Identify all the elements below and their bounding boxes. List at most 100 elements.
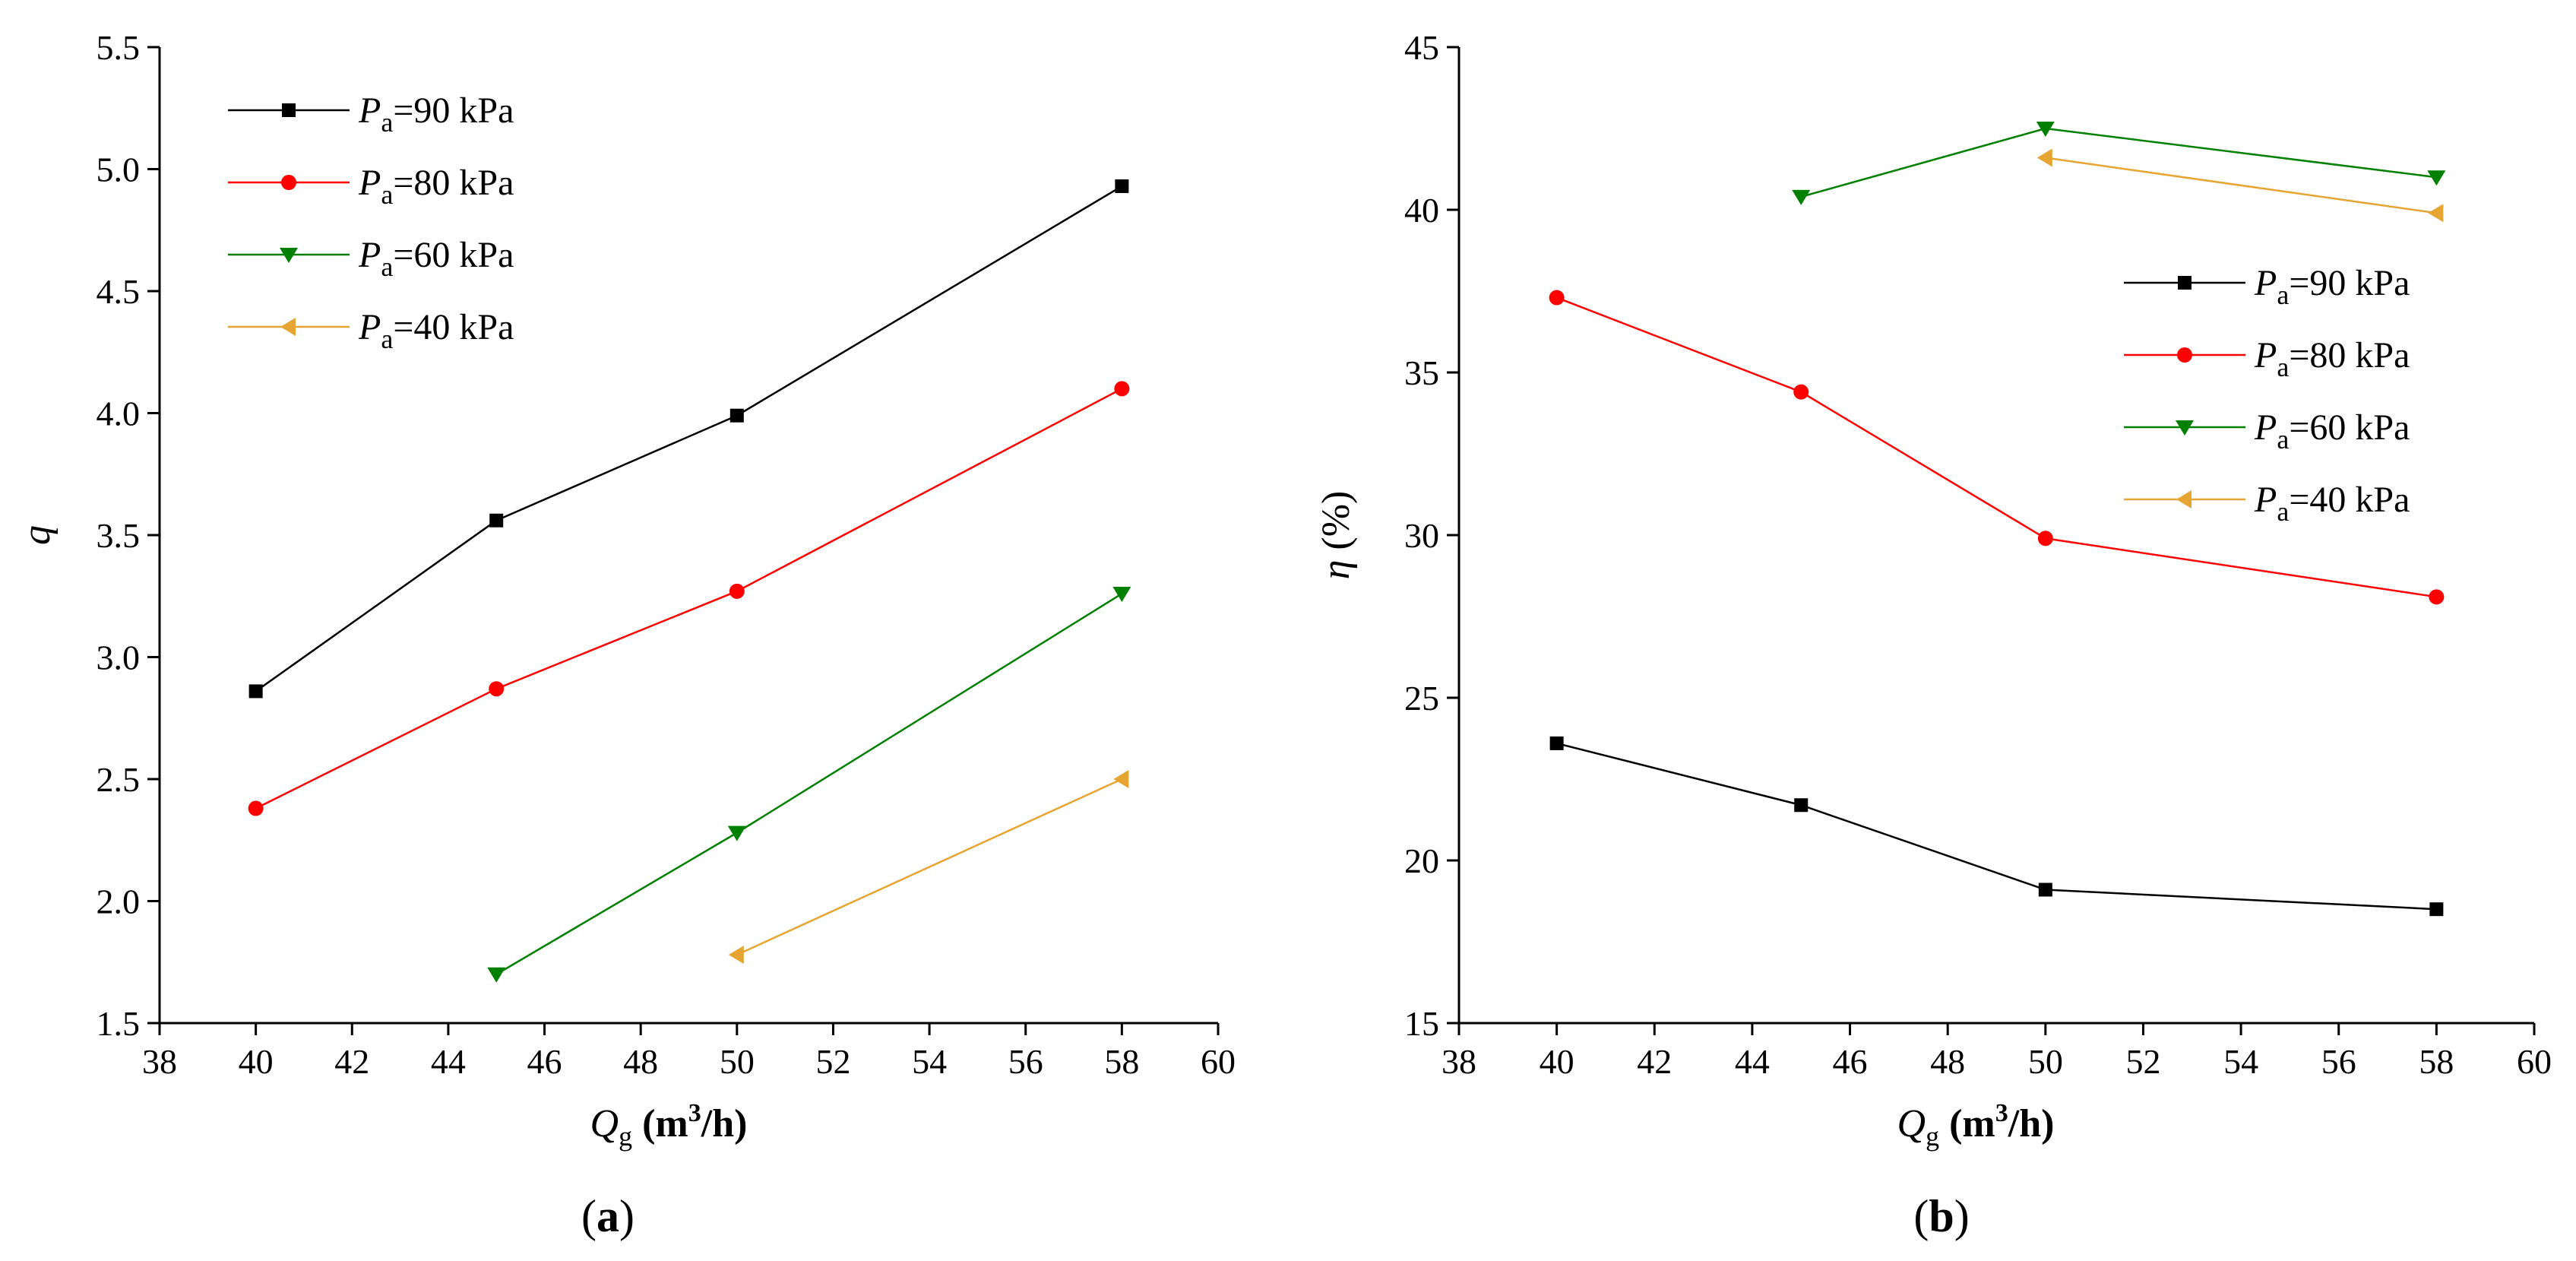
y-tick-label: 25: [1404, 679, 1439, 718]
legend-item: Pa=90 kPa: [228, 90, 514, 138]
data-point: [489, 681, 505, 697]
legend: Pa=90 kPa Pa=80 kPa Pa=60 kPa Pa=40 kPa: [228, 90, 514, 354]
legend-item: Pa=40 kPa: [2124, 480, 2410, 527]
data-point: [2038, 882, 2052, 897]
legend-label: Pa=60 kPa: [358, 235, 514, 282]
legend-label: Pa=90 kPa: [358, 90, 514, 138]
x-tick-label: 40: [239, 1042, 274, 1081]
series-1: [248, 381, 1130, 816]
panel-label: (b): [1913, 1191, 1969, 1241]
legend-label: Pa=40 kPa: [2254, 480, 2410, 527]
series-2: [1792, 122, 2446, 205]
data-point: [2037, 531, 2053, 547]
x-tick-label: 52: [2125, 1042, 2160, 1081]
x-axis-title: Qg (m3/h): [1897, 1099, 2055, 1152]
data-point: [1549, 736, 1564, 750]
y-tick-label: 35: [1404, 353, 1439, 392]
data-point: [2429, 589, 2445, 605]
series-1: [1549, 290, 2445, 605]
y-tick-label: 3.5: [97, 516, 141, 555]
data-point: [2429, 902, 2444, 917]
y-axis-title: q: [15, 525, 59, 545]
data-point: [1114, 381, 1130, 397]
x-tick-label: 42: [1637, 1042, 1672, 1081]
series-2: [487, 587, 1131, 983]
data-point: [1792, 189, 1811, 205]
data-point: [1794, 798, 1809, 813]
series-line: [1800, 127, 2437, 198]
data-point: [1113, 770, 1129, 788]
legend-marker: [282, 103, 296, 117]
data-point: [729, 408, 744, 423]
y-tick-label: 4.5: [97, 272, 141, 311]
x-tick-label: 42: [334, 1042, 369, 1081]
legend-marker: [2176, 490, 2191, 509]
legend-marker: [280, 248, 298, 263]
data-point: [1112, 587, 1131, 603]
legend-label: Pa=60 kPa: [2254, 407, 2410, 455]
data-point: [2428, 204, 2444, 223]
panel-label: (a): [581, 1191, 635, 1241]
y-tick-label: 30: [1404, 516, 1439, 555]
x-tick-label: 46: [527, 1042, 562, 1081]
legend-marker: [2176, 420, 2194, 436]
y-tick-label: 5.5: [97, 28, 141, 67]
legend-item: Pa=40 kPa: [228, 307, 514, 354]
legend-item: Pa=80 kPa: [2124, 335, 2410, 382]
legend-label: Pa=80 kPa: [358, 163, 514, 210]
x-tick-label: 50: [720, 1042, 755, 1081]
y-tick-label: 4.0: [97, 394, 141, 433]
legend-item: Pa=80 kPa: [228, 163, 514, 210]
series-line: [255, 388, 1122, 810]
y-tick-label: 15: [1404, 1004, 1439, 1043]
x-axis-title: Qg (m3/h): [590, 1099, 748, 1152]
series-0: [248, 179, 1129, 699]
x-tick-label: 58: [2419, 1042, 2454, 1081]
y-tick-label: 40: [1404, 191, 1439, 230]
x-tick-label: 50: [2028, 1042, 2063, 1081]
x-tick-label: 44: [1735, 1042, 1770, 1081]
series-line: [255, 185, 1123, 692]
x-tick-label: 44: [431, 1042, 466, 1081]
data-point: [729, 583, 745, 599]
x-tick-label: 56: [2321, 1042, 2356, 1081]
y-tick-label: 5.0: [97, 150, 141, 189]
data-point: [1549, 290, 1565, 306]
series-3: [2036, 148, 2444, 223]
data-point: [489, 513, 504, 528]
data-point: [727, 825, 746, 841]
legend-item: Pa=90 kPa: [2124, 263, 2410, 310]
x-tick-label: 38: [142, 1042, 177, 1081]
x-tick-label: 40: [1540, 1042, 1574, 1081]
y-tick-label: 1.5: [97, 1004, 141, 1043]
series-0: [1549, 736, 2444, 917]
legend-item: Pa=60 kPa: [2124, 407, 2410, 455]
x-tick-label: 52: [815, 1042, 850, 1081]
data-point: [728, 946, 744, 965]
x-tick-label: 48: [1930, 1042, 1965, 1081]
series-line: [1556, 296, 2437, 598]
series-3: [728, 770, 1129, 965]
legend-label: Pa=40 kPa: [358, 307, 514, 354]
y-axis-title: η (%): [1315, 491, 1358, 580]
series-line: [2045, 157, 2437, 214]
legend-label: Pa=80 kPa: [2254, 335, 2410, 382]
x-tick-label: 46: [1833, 1042, 1868, 1081]
legend-item: Pa=60 kPa: [228, 235, 514, 282]
data-point: [248, 684, 263, 699]
y-tick-label: 45: [1404, 28, 1439, 67]
data-point: [2427, 170, 2446, 186]
x-tick-label: 54: [2223, 1042, 2258, 1081]
legend-label: Pa=90 kPa: [2254, 263, 2410, 310]
y-tick-label: 2.0: [97, 882, 141, 921]
x-tick-label: 60: [1201, 1042, 1236, 1081]
chart-a: 38 40 42 44 46 48 50 52 54 56 58 60 1.5 2.0 2.5 3.0 3.5 4…: [15, 28, 1236, 1241]
data-point: [2036, 148, 2052, 167]
data-point: [248, 800, 264, 816]
x-tick-label: 54: [912, 1042, 947, 1081]
data-point: [1115, 179, 1129, 193]
y-tick-label: 2.5: [97, 760, 141, 799]
legend-marker: [2178, 276, 2191, 290]
chart-b: 38 40 42 44 46 48 50 52 54 56 58 60 15 20 25 30 35 40 45 Qg…: [1315, 28, 2552, 1241]
legend-marker: [2177, 347, 2192, 363]
